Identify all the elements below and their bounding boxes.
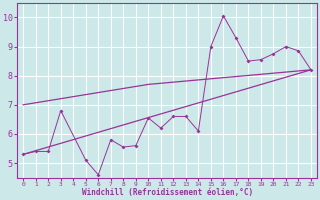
X-axis label: Windchill (Refroidissement éolien,°C): Windchill (Refroidissement éolien,°C)	[82, 188, 253, 197]
